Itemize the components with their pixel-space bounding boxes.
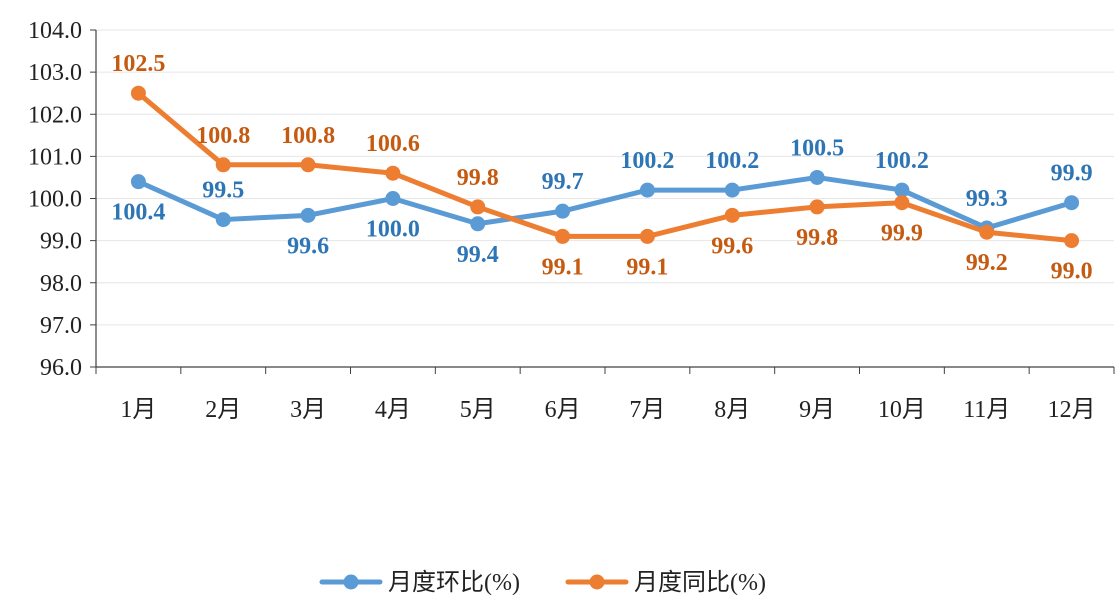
- series-2-point: [809, 199, 825, 215]
- series-1-data-label: 99.5: [202, 178, 244, 204]
- x-tick-label: 5月: [460, 397, 496, 423]
- x-tick-label: 8月: [714, 397, 750, 423]
- x-tick-label: 9月: [799, 397, 835, 423]
- series-2-data-label: 99.1: [542, 254, 584, 280]
- series-2-point: [639, 228, 655, 244]
- y-tick-label: 98.0: [40, 271, 82, 297]
- series-2-point: [724, 207, 740, 223]
- series-1-data-label: 99.7: [542, 169, 584, 195]
- series-2-data-label: 99.0: [1051, 259, 1093, 285]
- series-2-data-label: 100.8: [281, 123, 335, 149]
- series-2-data-label: 99.1: [626, 254, 668, 280]
- series-2-point: [470, 199, 486, 215]
- grid-lines: [96, 29, 1114, 326]
- series-2-point: [130, 85, 146, 101]
- axes: 96.0 97.0 98.0 99.0 100.0 101.0 102.0 103.0 104.…: [28, 18, 1115, 423]
- series-1-point: [470, 216, 486, 232]
- y-tick-label: 97.0: [40, 313, 82, 339]
- series-1-point: [130, 174, 146, 190]
- series-1-point: [300, 207, 316, 223]
- y-tick-label: 104.0: [28, 18, 82, 44]
- series-1-data-label: 100.2: [620, 148, 674, 174]
- series-1-point: [639, 182, 655, 198]
- series-1-point: [555, 203, 571, 219]
- series-1-point: [215, 212, 231, 228]
- x-tick-label: 12月: [1048, 397, 1096, 423]
- x-tick-label: 2月: [205, 397, 241, 423]
- series-1-data-label: 100.2: [705, 148, 759, 174]
- series-lines: [130, 85, 1080, 249]
- series-1-data-label: 100.5: [790, 135, 844, 161]
- series-2-data-label: 100.6: [366, 131, 420, 157]
- series-2-data-label: 102.5: [111, 51, 165, 77]
- x-tick-label: 3月: [290, 397, 326, 423]
- series-2-point: [1064, 233, 1080, 249]
- legend-label-2: 月度同比(%): [634, 569, 766, 596]
- x-tick-label: 10月: [878, 397, 926, 423]
- series-2-data-label: 99.8: [457, 165, 499, 191]
- series-1-point: [809, 169, 825, 185]
- x-tick-label: 4月: [375, 397, 411, 423]
- y-tick-label: 102.0: [28, 102, 82, 128]
- y-tick-label: 99.0: [40, 229, 82, 255]
- series-2-data-label: 100.8: [196, 123, 250, 149]
- series-2-point: [385, 165, 401, 181]
- series-2-point: [894, 195, 910, 211]
- data-labels: 100.4 99.5 99.6 100.0 99.4 99.7 100.2 100.2 100.…: [111, 51, 1092, 284]
- series-1-point: [1064, 195, 1080, 211]
- series-1-data-label: 99.3: [966, 186, 1008, 212]
- series-1-point: [724, 182, 740, 198]
- series-1-data-label: 100.2: [875, 148, 929, 174]
- series-line-1: [135, 174, 1075, 231]
- legend-marker-1: [343, 574, 359, 590]
- series-2-point: [215, 157, 231, 173]
- legend: 月度环比(%) 月度同比(%): [319, 569, 766, 596]
- legend-label-1: 月度环比(%): [388, 569, 520, 596]
- x-tick-label: 11月: [963, 397, 1010, 423]
- series-2-point: [555, 228, 571, 244]
- legend-marker-2: [589, 574, 605, 590]
- series-1-data-label: 99.9: [1051, 161, 1093, 187]
- series-1-data-label: 99.4: [457, 242, 499, 268]
- series-2-data-label: 99.2: [966, 250, 1008, 276]
- y-tick-label: 96.0: [40, 355, 82, 381]
- y-tick-label: 100.0: [28, 187, 82, 213]
- x-tick-label: 6月: [545, 397, 581, 423]
- x-tick-label: 1月: [120, 397, 156, 423]
- series-2-data-label: 99.9: [881, 221, 923, 247]
- x-tick-label: 7月: [629, 397, 665, 423]
- y-tick-label: 103.0: [28, 60, 82, 86]
- series-2-data-label: 99.8: [796, 225, 838, 251]
- y-tick-label: 101.0: [28, 144, 82, 170]
- series-1-data-label: 99.6: [287, 233, 329, 259]
- series-line-2: [135, 90, 1075, 244]
- series-2-point: [300, 157, 316, 173]
- series-2-data-label: 99.6: [711, 233, 753, 259]
- series-1-point: [385, 191, 401, 206]
- series-1-data-label: 100.0: [366, 217, 420, 243]
- series-1-data-label: 100.4: [111, 200, 165, 226]
- series-2-point: [979, 224, 995, 240]
- series-1-point: [894, 182, 910, 198]
